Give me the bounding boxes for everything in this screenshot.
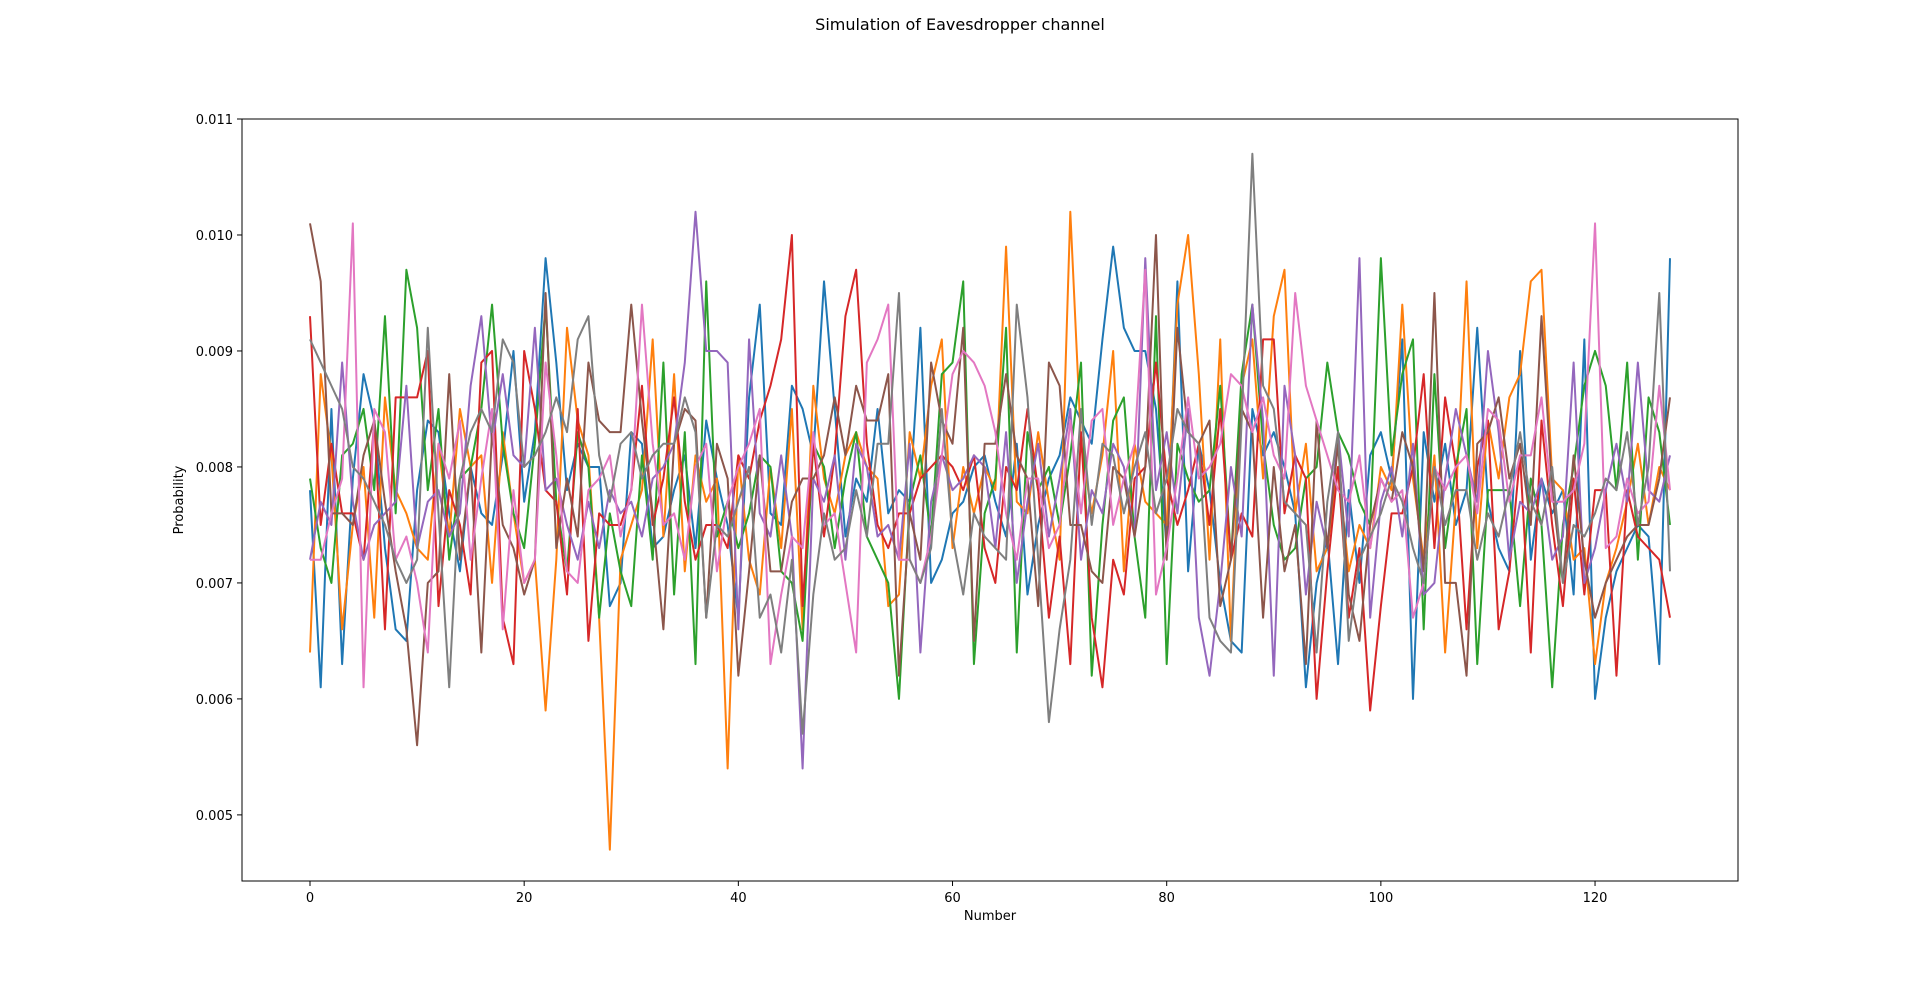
chart-title: Simulation of Eavesdropper channel bbox=[815, 15, 1105, 34]
y-tick-label: 0.006 bbox=[196, 693, 233, 708]
x-tick-label: 20 bbox=[516, 891, 533, 906]
y-axis-label: Probability bbox=[172, 465, 187, 534]
y-axis: 0.005 0.006 0.007 0.008 0.009 0.010 0.011 bbox=[196, 113, 242, 824]
y-tick-label: 0.005 bbox=[196, 809, 233, 824]
y-tick-label: 0.007 bbox=[196, 577, 233, 592]
series-line-7 bbox=[310, 222, 1671, 689]
x-tick-label: 100 bbox=[1368, 891, 1393, 906]
x-tick-label: 80 bbox=[1158, 891, 1175, 906]
y-tick-label: 0.010 bbox=[196, 229, 233, 244]
y-tick-label: 0.009 bbox=[196, 345, 233, 360]
series-layer bbox=[309, 152, 1671, 851]
series-line-2 bbox=[309, 210, 1671, 851]
y-tick-label: 0.008 bbox=[196, 461, 233, 476]
series-line-4 bbox=[309, 233, 1671, 712]
x-tick-label: 120 bbox=[1583, 891, 1608, 906]
y-tick-label: 0.011 bbox=[196, 113, 233, 128]
x-tick-label: 60 bbox=[944, 891, 961, 906]
x-tick-label: 40 bbox=[730, 891, 747, 906]
x-axis: 0 20 40 60 80 100 120 bbox=[306, 881, 1608, 906]
x-axis-label: Number bbox=[964, 909, 1017, 924]
x-tick-label: 0 bbox=[306, 891, 314, 906]
plot-area-frame bbox=[241, 118, 1739, 882]
series-line-8 bbox=[309, 152, 1671, 735]
series-line-5 bbox=[309, 210, 1671, 770]
